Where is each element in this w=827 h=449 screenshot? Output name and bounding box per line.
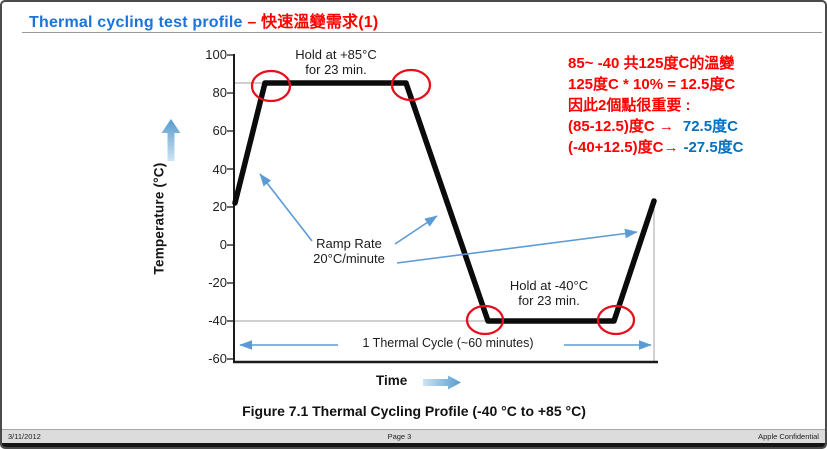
figure-caption: Figure 7.1 Thermal Cycling Profile (-40 … [242, 403, 586, 419]
temperature-up-arrow-icon [161, 119, 181, 161]
y-tick-0: 0 [219, 237, 227, 252]
time-right-arrow-icon [423, 375, 461, 390]
y-tick-100: 100 [205, 47, 227, 62]
annotation-hold-low: Hold at -40°C for 23 min. [509, 278, 589, 308]
temperature-profile-line [232, 80, 657, 324]
ramp-rate-arrows [259, 173, 638, 264]
y-tick-20: 20 [212, 199, 227, 214]
y-axis-ticks [227, 54, 234, 360]
page-title: Thermal cycling test profile – 快速溫變需求(1) [29, 8, 378, 32]
y-tick-80: 80 [212, 85, 227, 100]
title-divider [22, 32, 822, 33]
annotation-thermal-cycle: 1 Thermal Cycle (~60 minutes) [362, 336, 534, 350]
highlight-circle-bottom-right [596, 304, 636, 336]
highlight-circle-bottom-left [465, 304, 505, 336]
note-line-3: 因此2個點很重要 : [568, 97, 691, 114]
page-title-chinese: – 快速溫變需求(1) [247, 14, 379, 31]
highlight-circle-top-left [250, 69, 292, 103]
note-line-2: 125度C * 10% = 12.5度C [568, 76, 736, 93]
y-tick-m60: -60 [208, 351, 227, 366]
y-tick-40: 40 [212, 162, 227, 177]
highlight-circle-top-right [390, 68, 432, 102]
note-block: 85~ -40 共125度C的溫變 125度C * 10% = 12.5度C 因… [568, 53, 744, 158]
footer-confidential: Apple Confidential [758, 432, 819, 441]
y-tick-m40: -40 [208, 313, 227, 328]
bottom-black-bar [2, 443, 825, 447]
x-axis-label: Time [376, 373, 408, 388]
page-title-english: Thermal cycling test profile [29, 14, 248, 31]
y-tick-m20: -20 [208, 275, 227, 290]
y-tick-60: 60 [212, 123, 227, 138]
y-axis-label: Temperature (°C) [151, 162, 167, 275]
footer: 3/11/2012 Page 3 Apple Confidential [2, 429, 825, 443]
footer-page-number: Page 3 [387, 432, 412, 441]
note-line-5: (-40+12.5)度C→ -27.5度C [568, 139, 744, 156]
footer-date: 3/11/2012 [8, 432, 41, 441]
annotation-ramp-rate: Ramp Rate 20°C/minute [313, 236, 385, 266]
note-line-1: 85~ -40 共125度C的溫變 [568, 55, 735, 72]
note-line-4: (85-12.5)度C → 72.5度C [568, 118, 738, 135]
annotation-hold-high: Hold at +85°C for 23 min. [295, 47, 377, 77]
